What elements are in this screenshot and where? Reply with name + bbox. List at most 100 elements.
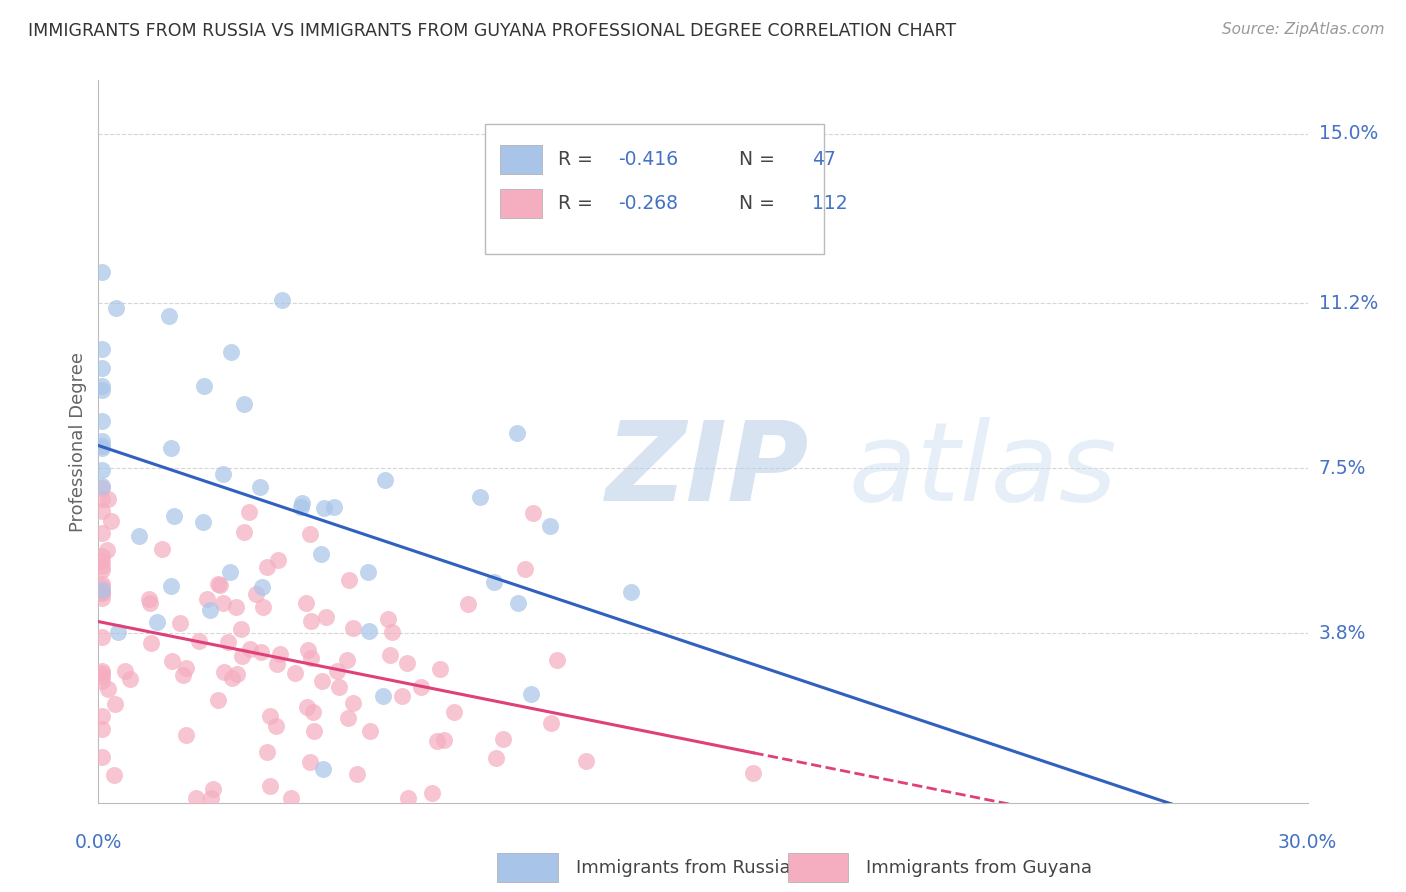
Text: 30.0%: 30.0%	[1278, 833, 1337, 853]
Point	[212, 596, 235, 610]
Point	[174, 728, 197, 742]
Point	[91, 749, 114, 764]
Text: -0.416: -0.416	[619, 150, 679, 169]
Text: 112: 112	[811, 194, 848, 212]
Point	[506, 595, 529, 609]
FancyBboxPatch shape	[498, 854, 558, 882]
Point	[396, 791, 419, 805]
Point	[91, 492, 114, 507]
Point	[485, 751, 508, 765]
Point	[315, 609, 337, 624]
Point	[515, 562, 537, 576]
Point	[200, 603, 222, 617]
Point	[269, 647, 291, 661]
Point	[191, 516, 214, 530]
Point	[373, 689, 395, 703]
Point	[91, 504, 114, 518]
Point	[231, 622, 253, 636]
Point	[311, 674, 333, 689]
Point	[91, 342, 114, 356]
Point	[221, 671, 243, 685]
Point	[91, 439, 114, 453]
Point	[91, 478, 114, 492]
Point	[297, 643, 319, 657]
Point	[342, 696, 364, 710]
Point	[174, 661, 197, 675]
Point	[309, 547, 332, 561]
Point	[91, 673, 114, 688]
FancyBboxPatch shape	[501, 145, 543, 174]
Point	[103, 768, 125, 782]
Point	[377, 611, 399, 625]
Text: 15.0%: 15.0%	[1319, 124, 1378, 144]
Point	[91, 554, 114, 568]
Point	[302, 706, 325, 720]
Point	[267, 553, 290, 567]
Point	[259, 708, 281, 723]
Point	[284, 665, 307, 680]
Point	[91, 361, 114, 376]
Point	[290, 500, 312, 515]
Point	[381, 625, 404, 640]
Point	[91, 580, 114, 594]
Point	[420, 786, 443, 800]
Point	[231, 649, 253, 664]
Point	[208, 578, 231, 592]
Point	[91, 723, 114, 737]
Point	[91, 481, 114, 495]
Point	[346, 767, 368, 781]
Point	[323, 500, 346, 515]
Point	[97, 681, 120, 696]
Point	[259, 779, 281, 793]
Point	[336, 711, 359, 725]
Point	[249, 480, 271, 494]
Point	[146, 615, 169, 629]
Point	[342, 621, 364, 635]
Point	[380, 648, 402, 662]
Point	[91, 591, 114, 605]
Point	[302, 723, 325, 738]
Point	[91, 630, 114, 644]
Point	[186, 791, 208, 805]
Text: 47: 47	[811, 150, 835, 169]
Point	[91, 665, 114, 680]
Point	[391, 690, 413, 704]
Point	[546, 652, 568, 666]
Point	[193, 378, 215, 392]
Point	[252, 600, 274, 615]
Text: N =: N =	[727, 194, 782, 212]
Point	[91, 414, 114, 428]
Point	[326, 664, 349, 678]
Point	[295, 596, 318, 610]
Point	[522, 506, 544, 520]
Point	[232, 525, 254, 540]
Text: 3.8%: 3.8%	[1319, 624, 1367, 643]
Point	[91, 576, 114, 591]
Text: 0.0%: 0.0%	[75, 833, 122, 853]
Point	[138, 592, 160, 607]
Point	[104, 697, 127, 711]
Point	[357, 565, 380, 579]
Point	[91, 583, 114, 598]
Point	[91, 378, 114, 392]
Point	[359, 723, 381, 738]
Point	[200, 791, 222, 805]
Text: N =: N =	[727, 150, 782, 169]
Point	[91, 586, 114, 600]
Point	[249, 645, 271, 659]
Point	[245, 587, 267, 601]
Text: 11.2%: 11.2%	[1319, 293, 1378, 313]
Y-axis label: Professional Degree: Professional Degree	[69, 351, 87, 532]
FancyBboxPatch shape	[501, 189, 543, 218]
Point	[160, 654, 183, 668]
Point	[91, 709, 114, 723]
Point	[443, 705, 465, 719]
Point	[297, 699, 319, 714]
Point	[225, 599, 247, 614]
Point	[299, 651, 322, 665]
Point	[312, 762, 335, 776]
Text: R =: R =	[558, 150, 599, 169]
Point	[91, 585, 114, 599]
Text: atlas: atlas	[848, 417, 1116, 524]
Point	[91, 664, 114, 678]
